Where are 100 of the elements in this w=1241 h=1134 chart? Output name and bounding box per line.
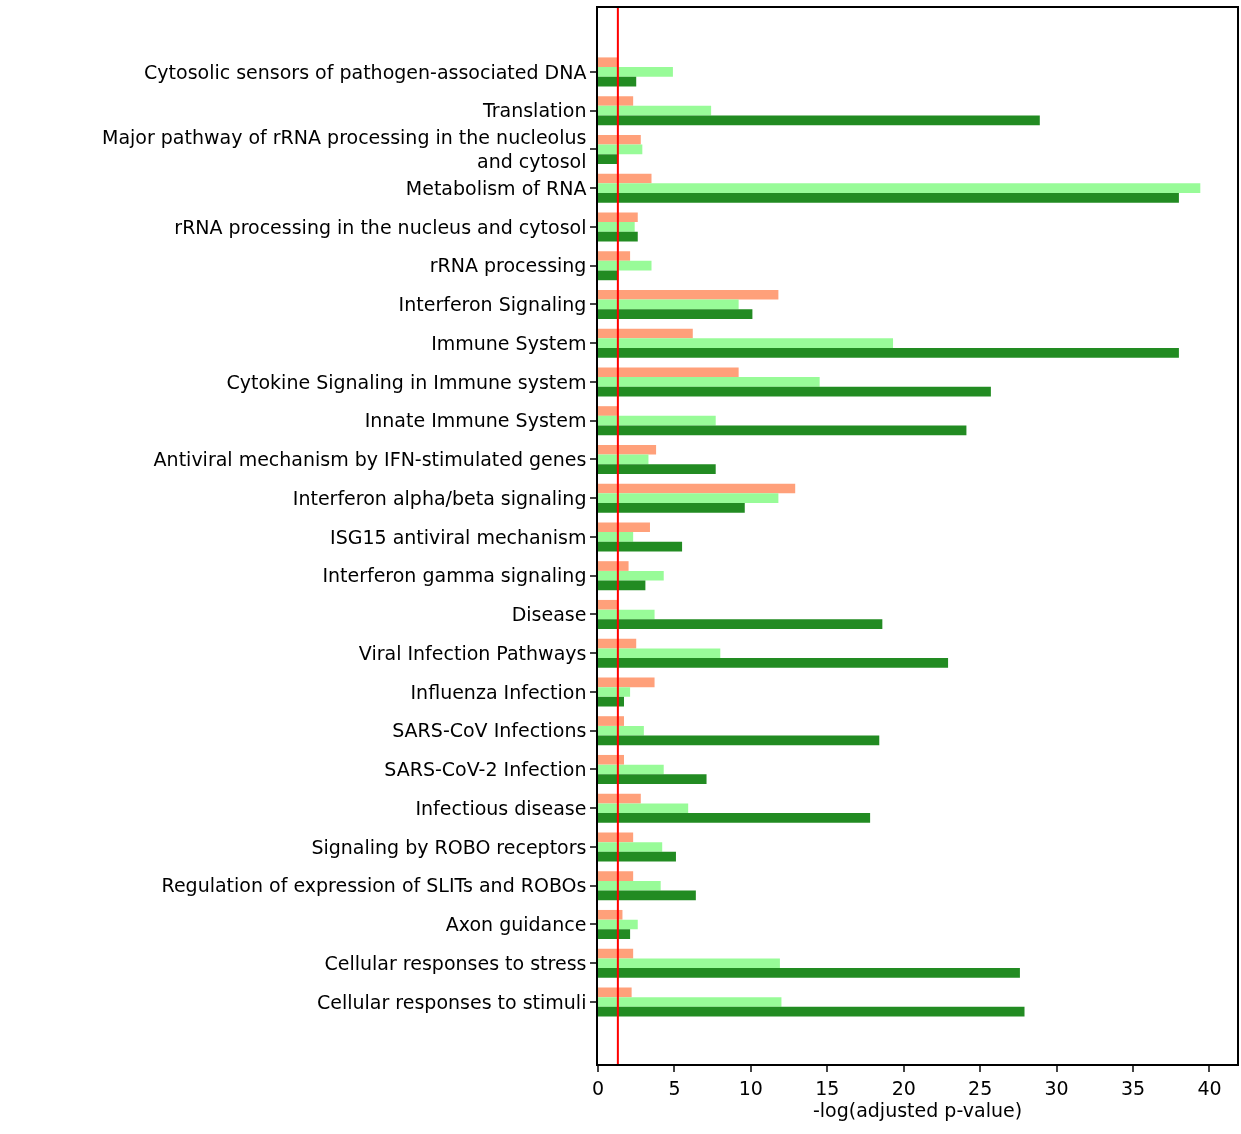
x-tick-label: 5 [668, 1076, 681, 1099]
bar [598, 522, 650, 533]
bar [598, 716, 624, 726]
bar [598, 735, 880, 746]
bar [598, 173, 652, 184]
x-tick-label: 40 [1197, 1076, 1222, 1099]
y-tick-label: Immune System [431, 331, 587, 354]
y-tick-label: SARS-CoV Infections [392, 719, 587, 742]
bar [598, 348, 1179, 358]
x-tick-label: 15 [815, 1076, 840, 1099]
y-tick-label: Influenza Infection [410, 680, 587, 703]
bar [598, 444, 657, 455]
x-tick-label: 30 [1044, 1076, 1069, 1099]
y-tick-label: Cellular responses to stress [324, 951, 587, 974]
x-axis-title: -log(adjusted p-value) [812, 1098, 1023, 1121]
y-tick-label: Metabolism of RNA [405, 176, 587, 199]
bar [598, 658, 949, 668]
bar [598, 367, 739, 378]
bar [598, 541, 683, 552]
bar [598, 96, 634, 106]
bar [598, 260, 652, 271]
bar [598, 987, 632, 998]
bar [598, 105, 712, 116]
x-tick-label: 25 [968, 1076, 993, 1099]
bar [598, 415, 716, 426]
bar [598, 609, 655, 620]
bar [598, 599, 618, 610]
bar [598, 483, 796, 494]
bar [598, 532, 634, 542]
bar [598, 871, 634, 881]
y-tick-label: Major pathway of rRNA processing in the nucleolus and cytosol [102, 125, 587, 173]
bar [598, 425, 967, 436]
y-tick-label: Disease [511, 603, 587, 626]
bar [598, 958, 780, 969]
bar [598, 832, 634, 843]
bar [598, 764, 664, 775]
y-tick-label: Infectious disease [415, 796, 587, 819]
bar [598, 890, 696, 901]
bar [598, 309, 753, 319]
y-tick-label: Translation [481, 99, 587, 122]
y-tick-label: SARS-CoV-2 Infection [384, 758, 587, 781]
bar [598, 929, 631, 940]
y-tick-label: Innate Immune System [364, 409, 587, 432]
y-tick-label: Viral Infection Pathways [358, 641, 587, 664]
bar [598, 842, 663, 852]
y-tick-label: Interferon Signaling [398, 293, 587, 316]
bar [598, 377, 820, 387]
bar [598, 328, 693, 339]
bar [598, 619, 883, 630]
bar [598, 774, 707, 785]
y-tick-label: Antiviral mechanism by IFN-stimulated genes [153, 448, 587, 471]
bar [598, 503, 745, 513]
bar [598, 115, 1040, 126]
bar [598, 464, 716, 474]
bar [598, 677, 655, 688]
bar [598, 338, 894, 349]
bar [598, 406, 618, 416]
bar [598, 222, 635, 232]
bar [598, 968, 1020, 978]
bar [598, 754, 624, 765]
bar [598, 561, 629, 571]
x-tick-label: 20 [891, 1076, 916, 1099]
y-tick-label: Cytosolic sensors of pathogen-associated DNA [144, 60, 587, 83]
bar [598, 212, 638, 223]
y-tick-label: Cytokine Signaling in Immune system [226, 370, 587, 393]
bar [598, 813, 871, 823]
bar [598, 134, 641, 145]
bar [598, 183, 1201, 194]
bar [598, 1006, 1025, 1017]
bar [598, 687, 631, 697]
y-tick-label: Cellular responses to stimuli [317, 990, 587, 1013]
x-tick-label: 35 [1120, 1076, 1146, 1099]
bar [598, 803, 689, 814]
x-tick-label: 10 [738, 1076, 763, 1099]
bar [598, 299, 739, 310]
y-tick-label: rRNA processing in the nucleus and cytosol [174, 215, 587, 238]
bar [598, 696, 624, 707]
bar [598, 289, 779, 300]
bar [598, 997, 782, 1007]
bar [598, 154, 618, 164]
bar [598, 570, 664, 581]
bar [598, 251, 631, 261]
bar [598, 57, 618, 68]
bar [598, 909, 623, 920]
bar [598, 67, 673, 77]
y-tick-label: Axon guidance [445, 913, 587, 936]
y-tick-label: Signaling by ROBO receptors [311, 835, 587, 858]
bar [598, 851, 676, 862]
bar [598, 725, 644, 736]
y-tick-label: rRNA processing [429, 254, 587, 277]
y-tick-label: ISG15 antiviral mechanism [330, 525, 587, 548]
bar [598, 193, 1179, 203]
bar [598, 493, 779, 504]
y-tick-label: Interferon gamma signaling [322, 564, 587, 587]
x-tick-label: 0 [591, 1076, 605, 1099]
bar [598, 880, 661, 891]
bar [598, 648, 721, 659]
y-tick-label: Regulation of expression of SLITs and ROBOs [161, 874, 587, 897]
bar [598, 386, 991, 397]
y-tick-label: Interferon alpha/beta signaling [292, 486, 587, 509]
